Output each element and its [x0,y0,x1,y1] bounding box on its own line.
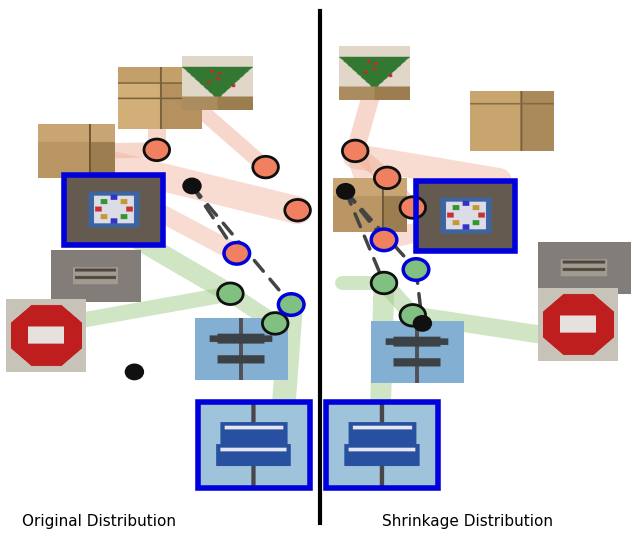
Circle shape [184,179,200,193]
Circle shape [371,229,397,251]
Circle shape [262,313,288,334]
Circle shape [144,139,170,161]
Text: Original Distribution: Original Distribution [22,514,176,529]
Circle shape [278,294,304,315]
Circle shape [400,305,426,326]
Circle shape [414,316,431,330]
Circle shape [218,283,243,305]
Circle shape [253,156,278,178]
Circle shape [374,167,400,189]
Text: Shrinkage Distribution: Shrinkage Distribution [381,514,553,529]
Circle shape [403,259,429,280]
Circle shape [342,140,368,162]
Circle shape [337,184,354,198]
Circle shape [285,199,310,221]
Circle shape [126,365,143,379]
Circle shape [371,272,397,294]
Circle shape [400,197,426,218]
Circle shape [224,243,250,264]
